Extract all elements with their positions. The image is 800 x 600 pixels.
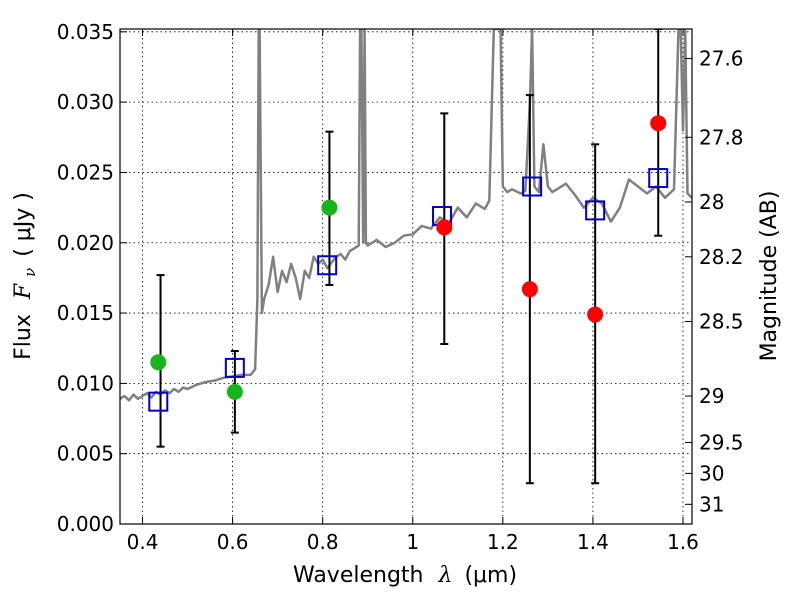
y-tick-label: 0.025: [57, 160, 114, 184]
spectrum-line: [120, 29, 692, 402]
y-tick-label: 0.005: [57, 442, 114, 466]
x-tick-label: 0.6: [217, 530, 249, 554]
model-square-point: [224, 357, 245, 378]
y-axis-label-unit: ( μJy ): [11, 192, 36, 257]
x-tick-label: 0.8: [307, 530, 339, 554]
model-square-point: [648, 168, 669, 189]
y2-tick-label: 27.8: [699, 125, 744, 149]
x-axis-label: Wavelength λ (μm): [293, 563, 517, 588]
green-point: [150, 354, 167, 371]
y-tick-label: 0.030: [57, 90, 114, 114]
y-tick-label: 0.015: [57, 301, 114, 325]
plot-frame: [119, 28, 693, 525]
x-tick-label: 1.6: [667, 530, 699, 554]
y-tick-label: 0.020: [57, 231, 114, 255]
y2-tick-label: 31: [699, 492, 724, 516]
red-point: [436, 219, 453, 236]
green-point: [321, 199, 338, 216]
plot-area: [120, 29, 692, 485]
model-square-point: [585, 200, 606, 221]
y-axis-label-symbol: F: [11, 283, 36, 300]
ticks: 0.4 0.6 0.8 1 1.2 1.4 1.6 0.000 0.005 0.010 0.015 0…: [57, 20, 744, 554]
y-axis-label-subscript: ν: [21, 268, 39, 277]
y2-tick-label: 30: [699, 461, 724, 485]
x-axis-label-symbol: λ: [437, 563, 452, 588]
model-square-point: [148, 391, 169, 412]
y-tick-label: 0.035: [57, 20, 114, 44]
x-tick-label: 0.4: [127, 530, 159, 554]
y2-tick-label: 28.2: [699, 245, 744, 269]
model-square-point: [317, 255, 338, 276]
x-tick-label: 1: [406, 530, 419, 554]
green-point: [226, 383, 243, 400]
red-point: [650, 115, 667, 132]
y2-tick-label: 29: [699, 384, 724, 408]
x-axis-label-unit: (μm): [464, 563, 517, 588]
y-tick-label: 0.000: [57, 512, 114, 536]
x-tick-label: 1.2: [487, 530, 519, 554]
y2-axis-label: Magnitude (AB): [757, 191, 782, 362]
y2-tick-label: 28: [699, 190, 724, 214]
red-point: [587, 306, 604, 323]
y2-tick-label: 28.5: [699, 310, 744, 334]
y-axis-label: Flux F ν ( μJy ): [11, 192, 41, 360]
grid: [120, 29, 692, 524]
model-square-point: [522, 176, 543, 197]
x-axis-label-text: Wavelength: [293, 563, 424, 588]
y-tick-label: 0.010: [57, 371, 114, 395]
y2-tick-label: 29.5: [699, 430, 744, 454]
red-point: [521, 281, 538, 298]
y2-tick-label: 27.6: [699, 47, 744, 71]
x-tick-label: 1.4: [577, 530, 609, 554]
y-axis-label-text: Flux: [11, 314, 36, 360]
